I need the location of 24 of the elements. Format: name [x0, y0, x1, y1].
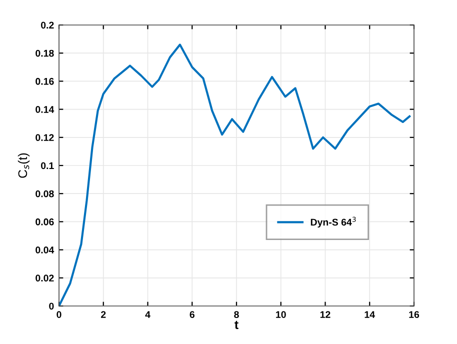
- x-tick-label: 2: [101, 311, 106, 318]
- x-axis-title: t: [234, 320, 238, 330]
- y-tick-label: 0.02: [36, 274, 54, 282]
- y-tick-label: 0.06: [36, 218, 54, 226]
- x-tick-label: 16: [409, 311, 420, 318]
- y-axis-title: C$_{s}$(t): [18, 153, 30, 178]
- y-tick-label: 0.08: [36, 190, 54, 198]
- x-tick-label: 14: [364, 311, 375, 318]
- x-tick-label: 6: [190, 311, 194, 318]
- x-tick-label: 10: [276, 311, 286, 318]
- legend-label: Dyn-S 64$^{3}$: [310, 216, 356, 228]
- line-series: [59, 44, 411, 306]
- y-tick-label: 0.16: [36, 78, 54, 85]
- y-tick-label: 0: [49, 302, 54, 310]
- y-tick-label: 0.04: [36, 246, 54, 254]
- x-tick-label: 12: [320, 311, 330, 318]
- y-tick-label: 0.2: [41, 22, 54, 29]
- y-tick-label: 0.1: [41, 162, 54, 170]
- x-tick-label: 4: [145, 311, 150, 318]
- x-tick-label: 0: [56, 311, 62, 318]
- y-tick-label: 0.12: [36, 134, 54, 142]
- y-tick-label: 0.14: [36, 106, 54, 113]
- y-tick-label: 0.18: [36, 50, 54, 57]
- x-tick-label: 8: [234, 311, 239, 318]
